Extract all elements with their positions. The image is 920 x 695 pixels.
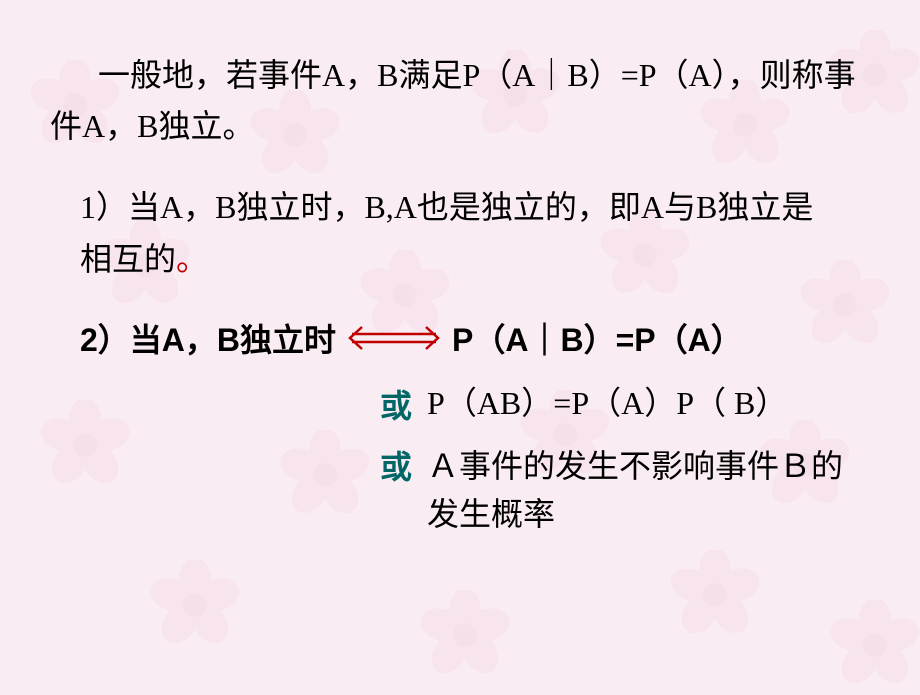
- or-text-2: Ａ事件的发生不影响事件Ｂ的发生概率: [427, 442, 847, 538]
- slide-content: 一般地，若事件A，B满足P（A｜B）=P（A），则称事件A，B独立。 1）当A，…: [0, 0, 920, 690]
- point2-left: 2）当A，B独立时: [80, 315, 336, 361]
- or-label-1: 或: [380, 381, 412, 427]
- or-label-2: 或: [380, 442, 412, 488]
- or-text-1: P（AB）=P（A）P（ B）: [427, 381, 787, 426]
- paragraph-definition: 一般地，若事件A，B满足P（A｜B）=P（A），则称事件A，B独立。: [40, 50, 880, 152]
- biarrow-icon: [344, 323, 444, 353]
- definition-text: 一般地，若事件A，B满足P（A｜B）=P（A），则称事件A，B独立。: [50, 57, 856, 144]
- paragraph-point1: 1）当A，B独立时，B,A也是独立的，即A与B独立是相互的。: [40, 182, 880, 284]
- or-row-2: 或 Ａ事件的发生不影响事件Ｂ的发生概率: [40, 442, 880, 538]
- point2-right: P（A｜B）=P（A）: [452, 315, 743, 361]
- or-row-1: 或 P（AB）=P（A）P（ B）: [40, 381, 880, 427]
- paragraph-point2: 2）当A，B独立时 P（A｜B）=P（A）: [40, 315, 880, 361]
- red-period: 。: [176, 241, 208, 277]
